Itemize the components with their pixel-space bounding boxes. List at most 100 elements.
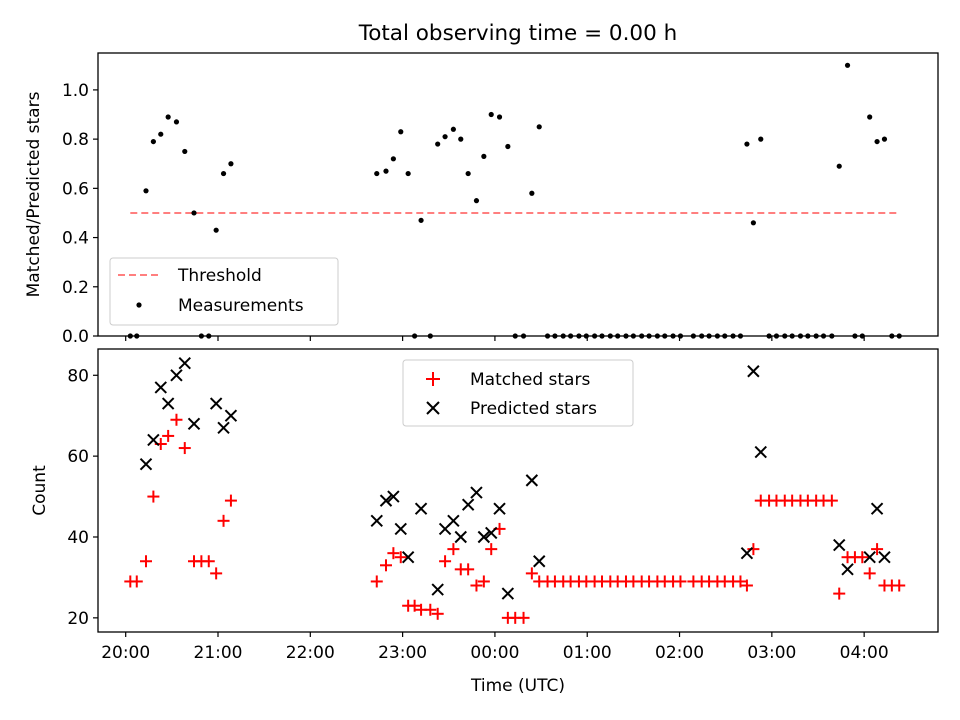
predicted-star-stroke	[431, 583, 444, 596]
predicted-star-point	[525, 474, 539, 487]
measurement-point	[473, 198, 480, 204]
predicted-star-point	[740, 546, 754, 560]
measurement-point	[615, 333, 621, 339]
measurement-point	[512, 333, 518, 339]
predicted-star-stroke	[470, 486, 483, 499]
measurement-point	[670, 333, 676, 339]
measurement-point	[465, 170, 471, 177]
predicted-star-point	[485, 526, 498, 540]
predicted-star-point	[161, 397, 175, 410]
bottom-x-ticks: 20:00 21:00 22:00 23:00 00:00 01:00 02:00 03:00…	[101, 632, 889, 663]
matched-star-point	[178, 442, 191, 455]
measurement-point	[805, 333, 811, 339]
predicted-star-point	[394, 522, 407, 536]
legend-measurements-label: Measurements	[178, 296, 304, 316]
predicted-star-point	[470, 486, 483, 499]
x-axis-label: Time (UTC)	[470, 676, 565, 696]
matched-star-point	[477, 575, 490, 588]
measurement-point	[654, 333, 660, 339]
matched-star-point	[734, 575, 747, 588]
predicted-star-stroke	[461, 498, 475, 511]
matched-star-point	[424, 603, 437, 616]
matched-star-point	[210, 567, 223, 580]
predicted-star-stroke	[387, 490, 400, 503]
matched-star-point	[140, 555, 152, 568]
measurement-point	[766, 333, 772, 339]
measurement-point	[797, 333, 804, 339]
matched-star-point	[893, 579, 906, 592]
measurement-point	[412, 333, 418, 339]
measurement-point	[458, 136, 464, 142]
predicted-star-stroke	[477, 530, 491, 544]
matched-star-point	[740, 579, 753, 592]
predicted-star-stroke	[209, 397, 223, 410]
predicted-star-stroke	[493, 502, 506, 515]
legend-matched-swatch	[426, 372, 440, 386]
top-axes-frame	[97, 52, 939, 337]
measurement-point	[536, 124, 542, 130]
predicted-star-point	[139, 458, 153, 471]
matched-star-point	[674, 575, 687, 588]
bottom-y-axis-label: Count	[30, 465, 50, 516]
top-y-tick-label: 0.0	[62, 327, 89, 347]
measurement-point	[813, 333, 819, 339]
measurement-point	[220, 170, 227, 177]
matched-star-point	[447, 543, 460, 556]
bottom-x-tick-label: 21:00	[194, 643, 243, 663]
predicted-star-point	[414, 502, 428, 515]
matched-star-point	[162, 429, 175, 442]
top-y-tick-label: 0.4	[62, 229, 89, 249]
bottom-x-tick-label: 02:00	[655, 643, 704, 663]
measurement-point	[750, 220, 756, 226]
matched-star-point	[387, 547, 400, 560]
predicted-star-point	[501, 587, 515, 600]
top-y-ticks: 0.0 0.2 0.4 0.6 0.8 1.0	[62, 81, 98, 347]
measurement-point	[568, 333, 574, 339]
matched-star-point	[431, 607, 444, 620]
measurement-point	[173, 119, 180, 125]
predicted-star-point	[154, 381, 167, 394]
predicted-star-stroke	[178, 356, 191, 370]
measurement-point	[552, 333, 558, 339]
predicted-star-stroke	[754, 445, 767, 459]
predicted-star-stroke	[170, 369, 183, 382]
top-panel: 0.0 0.2 0.4 0.6 0.8 1.0 Matched/Predicted sta…	[24, 52, 939, 347]
measurement-point	[859, 333, 865, 339]
matched-star-point	[408, 599, 421, 612]
top-y-tick-label: 1.0	[62, 81, 89, 101]
measurement-point	[583, 333, 589, 339]
top-legend: Threshold Measurements	[109, 257, 339, 326]
predicted-star-stroke	[485, 526, 498, 540]
measurement-point	[505, 143, 511, 150]
bottom-legend: Matched stars Predicted stars	[402, 359, 634, 427]
matched-star-point	[394, 551, 407, 564]
measurement-point	[677, 333, 684, 339]
measurement-point	[730, 333, 736, 339]
measurement-point	[560, 333, 566, 339]
predicted-star-point	[217, 421, 230, 435]
predicted-star-stroke	[370, 514, 383, 528]
predicted-star-point	[863, 551, 876, 564]
matched-star-point	[370, 575, 383, 588]
measurement-point	[646, 333, 652, 339]
predicted-star-point	[533, 555, 546, 568]
top-y-axis-label: Matched/Predicted stars	[24, 91, 44, 297]
measurement-point	[150, 138, 156, 145]
measurements-series	[127, 62, 902, 339]
measurement-point	[630, 333, 636, 339]
matched-star-point	[217, 514, 230, 527]
bottom-y-tick-label: 40	[67, 528, 89, 548]
measurement-point	[714, 333, 720, 339]
bottom-x-tick-label: 20:00	[101, 643, 150, 663]
legend-predicted-label: Predicted stars	[470, 399, 597, 419]
predicted-star-point	[454, 530, 467, 544]
matched-star-point	[856, 551, 869, 564]
measurement-point	[607, 333, 613, 339]
predicted-star-point	[379, 494, 393, 507]
measurement-point	[623, 333, 629, 339]
predicted-star-stroke	[447, 514, 460, 528]
predicted-star-point	[493, 502, 506, 515]
matched-star-point	[439, 555, 452, 568]
bottom-legend-box	[402, 359, 634, 427]
